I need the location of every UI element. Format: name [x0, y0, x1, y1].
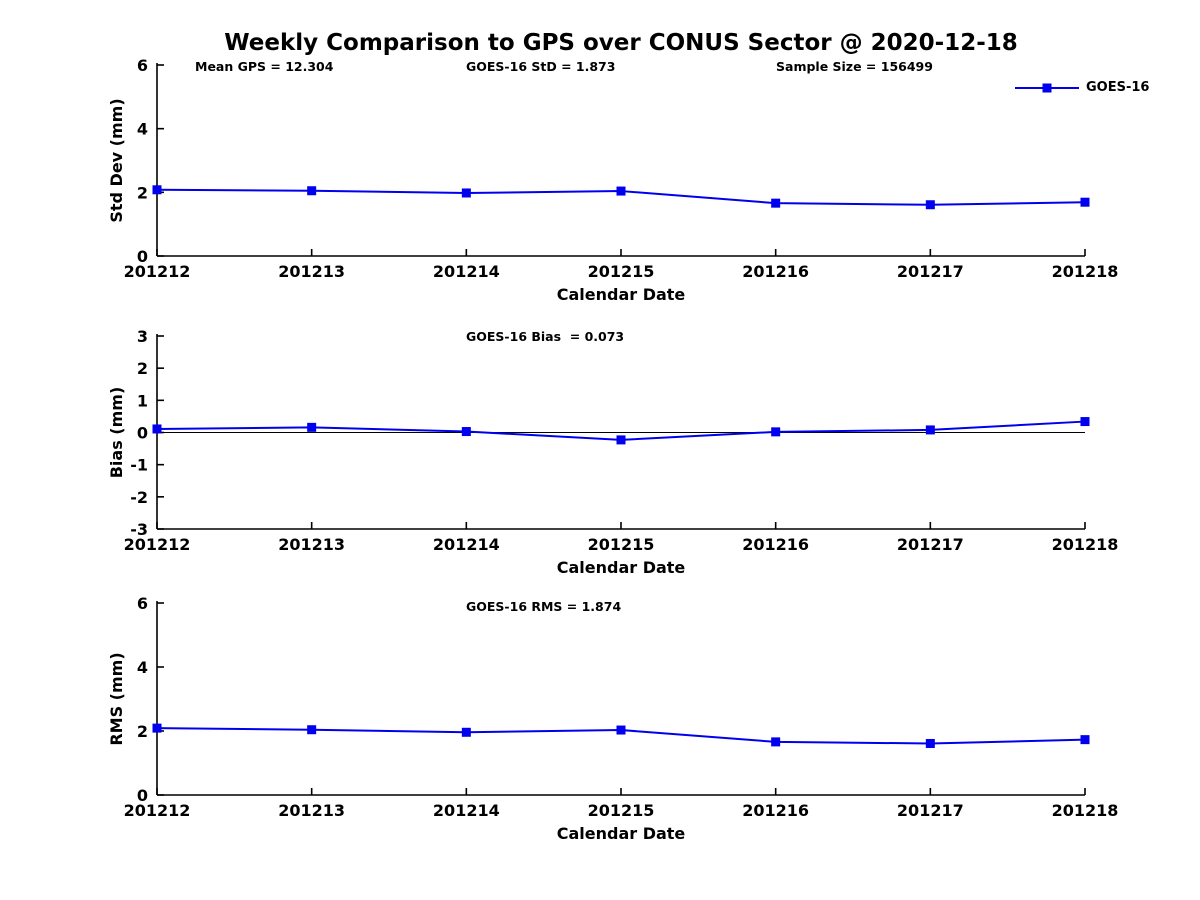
y-tick-label-rms: 0: [137, 786, 148, 805]
y-tick-label-std-dev: 2: [137, 183, 148, 202]
x-tick-label-bias: 201216: [742, 535, 809, 554]
y-axis-label-std-dev: Std Dev (mm): [107, 98, 126, 222]
x-tick-label-std-dev: 201218: [1052, 262, 1119, 281]
x-axis-label-std-dev: Calendar Date: [557, 285, 686, 304]
x-tick-label-bias: 201213: [278, 535, 345, 554]
x-tick-label-std-dev: 201215: [588, 262, 655, 281]
marker-std-dev-201212: [152, 185, 162, 195]
y-tick-label-bias: 2: [137, 359, 148, 378]
annotation-sample-size: Sample Size = 156499: [776, 59, 933, 74]
marker-rms-201215: [616, 725, 626, 735]
marker-std-dev-201216: [771, 198, 781, 208]
x-tick-label-std-dev: 201214: [433, 262, 500, 281]
y-tick-label-std-dev: 6: [137, 56, 148, 75]
marker-rms-201217: [925, 738, 935, 748]
marker-bias-201217: [925, 425, 935, 435]
marker-rms-201212: [152, 723, 162, 733]
y-tick-label-rms: 6: [137, 594, 148, 613]
y-tick-label-rms: 4: [137, 658, 148, 677]
x-tick-label-bias: 201214: [433, 535, 500, 554]
marker-bias-201215: [616, 435, 626, 445]
y-tick-label-bias: 3: [137, 327, 148, 346]
x-tick-label-rms: 201216: [742, 801, 809, 820]
marker-rms-201213: [307, 725, 317, 735]
x-tick-label-rms: 201212: [124, 801, 191, 820]
y-tick-label-bias: -1: [130, 456, 148, 475]
figure-title: Weekly Comparison to GPS over CONUS Sect…: [224, 30, 1018, 56]
x-tick-label-std-dev: 201213: [278, 262, 345, 281]
x-axis-label-bias: Calendar Date: [557, 558, 686, 577]
y-axis-label-rms: RMS (mm): [107, 652, 126, 745]
x-tick-label-bias: 201212: [124, 535, 191, 554]
legend-square-marker: [1042, 83, 1052, 93]
marker-bias-201218: [1080, 417, 1090, 427]
marker-bias-201214: [461, 427, 471, 437]
marker-std-dev-201218: [1080, 197, 1090, 207]
marker-rms-201214: [461, 727, 471, 737]
y-tick-label-std-dev: 0: [137, 247, 148, 266]
annotation-goes16-std: GOES-16 StD = 1.873: [466, 59, 616, 74]
x-tick-label-bias: 201218: [1052, 535, 1119, 554]
y-tick-label-rms: 2: [137, 722, 148, 741]
x-tick-label-std-dev: 201212: [124, 262, 191, 281]
marker-std-dev-201213: [307, 186, 317, 196]
subplot-rms: 0 2 4 6 201212 201213 201214 201215 201216 201217…: [107, 594, 1118, 843]
x-axis-label-rms: Calendar Date: [557, 824, 686, 843]
marker-bias-201216: [771, 427, 781, 437]
x-tick-label-rms: 201217: [897, 801, 964, 820]
annotation-mean-gps: Mean GPS = 12.304: [195, 59, 334, 74]
x-tick-label-rms: 201218: [1052, 801, 1119, 820]
marker-std-dev-201217: [925, 200, 935, 210]
x-tick-label-std-dev: 201217: [897, 262, 964, 281]
marker-rms-201216: [771, 737, 781, 747]
y-axis-label-bias: Bias (mm): [107, 387, 126, 479]
y-tick-label-bias: -3: [130, 520, 148, 539]
legend-label: GOES-16: [1086, 80, 1150, 95]
annotation-goes16-bias: GOES-16 Bias = 0.073: [466, 329, 625, 344]
legend-line-marker-swatch: [1015, 83, 1079, 93]
y-tick-label-std-dev: 4: [137, 120, 148, 139]
marker-std-dev-201215: [616, 186, 626, 196]
legend: GOES-16: [1015, 80, 1149, 96]
subplot-std-dev: 0 2 4 6 201212 201213 201214 201215 201216 201217…: [107, 56, 1118, 304]
marker-bias-201213: [307, 422, 317, 432]
marker-std-dev-201214: [461, 188, 471, 198]
y-tick-label-bias: -2: [130, 488, 148, 507]
x-tick-label-rms: 201213: [278, 801, 345, 820]
annotation-goes16-rms: GOES-16 RMS = 1.874: [466, 599, 622, 614]
x-tick-label-bias: 201215: [588, 535, 655, 554]
x-tick-label-rms: 201214: [433, 801, 500, 820]
x-tick-label-rms: 201215: [588, 801, 655, 820]
y-tick-label-bias: 1: [137, 391, 148, 410]
marker-bias-201212: [152, 424, 162, 434]
x-tick-label-bias: 201217: [897, 535, 964, 554]
marker-rms-201218: [1080, 735, 1090, 745]
y-tick-label-bias: 0: [137, 424, 148, 443]
x-tick-label-std-dev: 201216: [742, 262, 809, 281]
